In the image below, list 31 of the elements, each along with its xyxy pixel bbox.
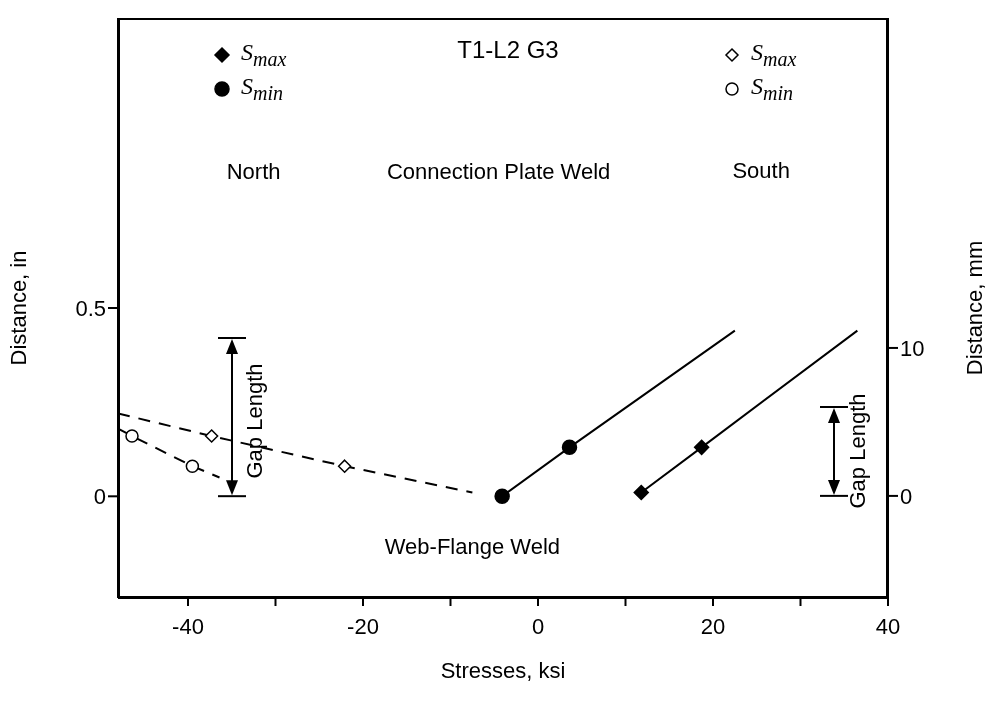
point: [633, 484, 649, 501]
y-tick-label: 0.5: [75, 295, 106, 321]
point: [494, 488, 510, 505]
y2-axis-title: Distance, mm: [961, 240, 987, 376]
point: [337, 459, 352, 473]
legend-label: S$_{max}$: [241, 39, 287, 71]
line-series: [118, 427, 221, 479]
x-axis-title: Stresses, ksi: [440, 658, 566, 683]
y2-tick-label: 0: [900, 483, 913, 509]
legend-label: S$_{max}$: [751, 39, 797, 71]
point: [204, 429, 219, 443]
x-tick-label: -20: [347, 613, 379, 639]
x-tick-label: 40: [875, 613, 901, 639]
y2-tick-label: 10: [900, 335, 925, 361]
legend-label: S$_{min}$: [241, 73, 283, 105]
x-tick-label: -40: [172, 613, 204, 639]
point: [125, 429, 139, 443]
annotation: Web-Flange Weld: [384, 534, 561, 561]
x-tick-label: 0: [531, 613, 545, 639]
x-tick-label: 20: [700, 613, 726, 639]
point: [693, 439, 710, 456]
point: [185, 459, 200, 473]
annotation: Gap Length: [242, 363, 269, 479]
text: T1-L2 G3: [457, 36, 559, 63]
annotation: Gap Length: [845, 393, 872, 509]
point: [561, 439, 578, 456]
annotation: North: [226, 159, 281, 186]
legend-label: S$_{min}$: [751, 73, 793, 105]
annotation: South: [732, 157, 790, 184]
annotation: Connection Plate Weld: [386, 159, 611, 186]
y-axis-title: Distance, in: [5, 250, 31, 366]
